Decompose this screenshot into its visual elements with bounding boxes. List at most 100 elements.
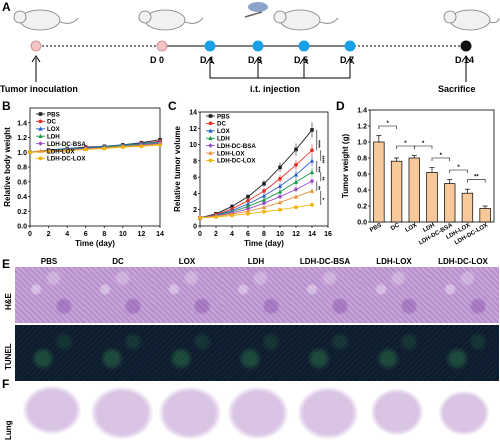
tunel-image (84, 325, 154, 381)
data-point (278, 176, 282, 181)
data-point (294, 163, 298, 167)
significance-mark: ** (474, 175, 479, 181)
y-tick-label: 1.2 (357, 124, 367, 131)
data-point (277, 200, 283, 205)
he-image (15, 267, 85, 323)
injection-label: i.t. injection (250, 84, 301, 94)
body-weight-chart: 0.0 0.2 0.4 0.6 0.8 1.0 1.2 1.4 0 2 4 6 8 10 12 14 Time … (3, 107, 164, 248)
tumor-weight-chart: 0.0 0.2 0.4 0.6 0.8 1.0 1.2 1.4 Tumor weight (g)… (341, 108, 495, 247)
data-point (83, 147, 88, 152)
category-label: DC (390, 222, 401, 232)
data-point (208, 143, 213, 148)
x-tick-label: 14 (308, 231, 316, 238)
row-label-lung: Lung (4, 420, 13, 440)
y-tick-label: 2 (193, 207, 197, 214)
sacrifice-label: Sacrifice (438, 84, 476, 94)
series-line (199, 180, 313, 219)
day-label: D 0 (150, 55, 165, 65)
x-tick-label: 8 (102, 231, 106, 238)
data-point (245, 201, 251, 206)
data-point (278, 165, 282, 170)
data-point (38, 148, 43, 153)
injection-dot (298, 40, 310, 52)
he-image (222, 267, 292, 323)
end-dot (460, 40, 472, 52)
y-tick-label: 0 (193, 224, 197, 231)
tunel-image (222, 325, 292, 381)
data-point (309, 178, 315, 184)
data-point (246, 194, 250, 199)
legend-entry: LDH-DC-LOX (47, 156, 86, 163)
series-line (199, 204, 313, 219)
series-line (199, 160, 313, 219)
lung-image (90, 386, 154, 440)
category-label: LOX (405, 223, 419, 234)
significance-mark: * (387, 121, 390, 127)
data-point (208, 114, 213, 118)
lung-image (22, 385, 82, 435)
y-tick-label: 1.0 (17, 150, 27, 157)
y-tick-label: 0.2 (17, 209, 27, 216)
bar (444, 183, 456, 223)
bar (408, 157, 420, 223)
data-point (293, 179, 299, 184)
data-point (208, 121, 213, 126)
data-point (230, 204, 234, 209)
x-tick-label: 10 (276, 231, 284, 238)
data-point (38, 133, 43, 138)
data-point (208, 135, 213, 140)
data-point (208, 128, 213, 133)
significance-mark: * (404, 141, 407, 147)
y-axis-label: Tumor weight (g) (341, 134, 350, 199)
legend-entry: LDH-DC-BSA (47, 141, 86, 148)
data-point (38, 156, 43, 161)
data-point (102, 146, 107, 151)
data-point (38, 126, 43, 131)
day-label: D 1 (200, 55, 215, 65)
y-tick-label: 1.2 (17, 135, 27, 142)
data-point (120, 145, 125, 149)
lung-image (370, 388, 424, 436)
data-point (310, 148, 314, 153)
panel-label-f: F (2, 377, 10, 391)
significance-mark: * (318, 198, 324, 200)
day-label: D 14 (455, 55, 475, 65)
syringe-icon (244, 11, 263, 18)
data-point (262, 181, 266, 186)
injection-dot (204, 40, 216, 52)
x-tick-label: 6 (84, 231, 88, 238)
data-point (245, 206, 251, 212)
legend-entry: LDH (217, 136, 230, 143)
data-point (278, 207, 282, 212)
x-tick-label: 14 (156, 231, 164, 238)
tumor-volume-chart: 0 2 4 6 8 10 12 14 0 2 4 6 8 10 12 14 16 Time (day) Relati… (173, 110, 332, 249)
data-point (198, 215, 202, 220)
he-image (291, 267, 361, 323)
x-tick-label: 10 (119, 231, 127, 238)
y-tick-label: 0.8 (357, 156, 367, 163)
x-tick-label: 16 (324, 231, 332, 238)
data-point (309, 169, 315, 175)
bar (479, 208, 491, 223)
lung-image (158, 386, 222, 440)
y-tick-label: 10 (189, 142, 197, 149)
y-tick-label: 8 (193, 158, 197, 165)
significance-bracket (467, 179, 486, 183)
data-point (65, 148, 70, 153)
data-point (158, 142, 162, 147)
lung-image (297, 386, 359, 440)
significance-bracket (449, 169, 468, 173)
significance-mark: * (457, 165, 460, 171)
tunel-image (153, 325, 223, 381)
x-tick-label: 12 (292, 231, 300, 238)
series-line (199, 149, 313, 219)
mouse-icon (443, 9, 500, 31)
y-tick-label: 0.6 (17, 179, 27, 186)
x-tick-label: 2 (47, 231, 51, 238)
injection-dot (344, 40, 356, 52)
he-image (429, 267, 499, 323)
x-tick-label: 4 (230, 231, 234, 238)
column-header: LDH-DC-BSA (299, 257, 351, 266)
panel-label-e: E (2, 257, 11, 271)
legend-entry: LDH-DC-LOX (217, 158, 256, 165)
